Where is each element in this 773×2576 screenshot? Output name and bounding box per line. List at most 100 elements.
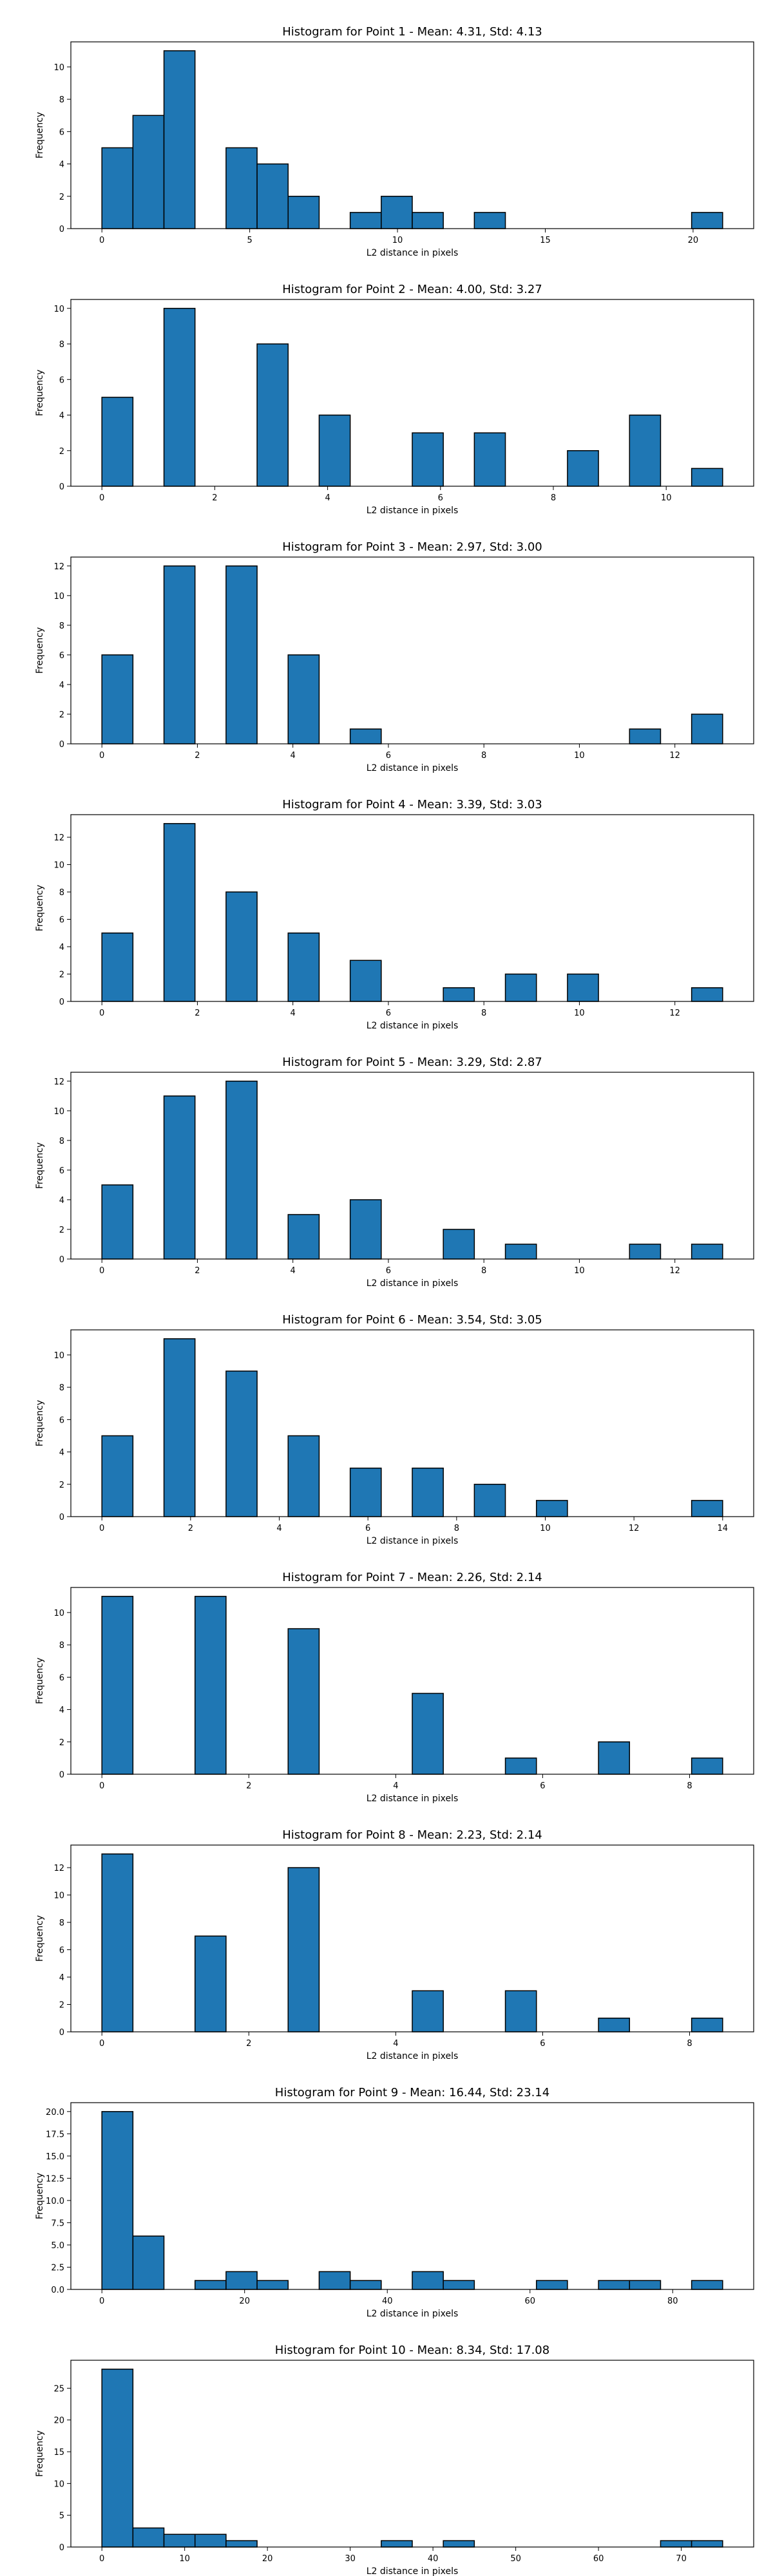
- y-axis-label: Frequency: [35, 1915, 45, 1962]
- chart-title: Histogram for Point 5 - Mean: 3.29, Std:…: [282, 1056, 542, 1069]
- chart-title: Histogram for Point 9 - Mean: 16.44, Std…: [275, 2086, 549, 2099]
- y-tick-label: 2: [59, 2001, 64, 2011]
- x-tick-label: 4: [291, 751, 296, 761]
- y-tick-label: 6: [59, 916, 64, 925]
- axes-frame: [70, 1072, 754, 1260]
- y-tick-label: 17.5: [46, 2130, 64, 2139]
- y-tick-label: 2.5: [51, 2263, 64, 2273]
- chart-title: Histogram for Point 4 - Mean: 3.39, Std:…: [282, 798, 542, 811]
- x-axis-label: L2 distance in pixels: [367, 2566, 459, 2576]
- y-axis-label: Frequency: [35, 2173, 45, 2219]
- histogram-panel-10: Histogram for Point 10 - Mean: 8.34, Std…: [35, 2344, 754, 2576]
- chart-title: Histogram for Point 1 - Mean: 4.31, Std:…: [282, 25, 542, 39]
- histogram-bar: [567, 973, 599, 1002]
- y-tick-label: 0.0: [51, 2286, 64, 2295]
- x-tick-label: 8: [454, 1524, 459, 1533]
- histogram-bar: [349, 2280, 382, 2290]
- x-tick-label: 0: [99, 2554, 104, 2564]
- x-tick-label: 4: [325, 493, 330, 503]
- y-tick-label: 0: [59, 2543, 64, 2553]
- x-tick-label: 4: [291, 1266, 296, 1276]
- y-axis-label: Frequency: [35, 370, 45, 416]
- x-tick-label: 10: [392, 236, 403, 245]
- histogram-panel-4: Histogram for Point 4 - Mean: 3.39, Std:…: [35, 798, 754, 1031]
- histogram-bar: [132, 2527, 165, 2548]
- histogram-bar: [225, 147, 258, 229]
- histogram-bar: [132, 115, 165, 229]
- y-tick-label: 15.0: [46, 2152, 64, 2162]
- chart-title: Histogram for Point 6 - Mean: 3.54, Std:…: [282, 1313, 542, 1327]
- y-tick-label: 2: [59, 1481, 64, 1490]
- y-tick-label: 10: [53, 592, 64, 601]
- x-tick-label: 2: [188, 1524, 193, 1533]
- y-tick-label: 12: [53, 562, 64, 572]
- y-tick-label: 6: [59, 1416, 64, 1425]
- histogram-bar: [287, 1867, 320, 2032]
- histogram-bar: [101, 654, 134, 744]
- histogram-bar: [349, 728, 382, 744]
- histogram-bar: [443, 2540, 475, 2548]
- y-tick-label: 8: [59, 888, 64, 898]
- y-tick-label: 10.0: [46, 2197, 64, 2206]
- y-tick-label: 2: [59, 710, 64, 720]
- x-tick-label: 50: [510, 2554, 521, 2564]
- x-tick-label: 0: [99, 236, 104, 245]
- y-tick-label: 10: [53, 1891, 64, 1901]
- y-axis-label: Frequency: [35, 1658, 45, 1704]
- histogram-bar: [660, 2540, 692, 2548]
- histogram-bar: [101, 1853, 134, 2032]
- y-tick-label: 12: [53, 833, 64, 843]
- histogram-bar: [225, 1370, 258, 1517]
- histogram-bar: [412, 1990, 444, 2032]
- histogram-panel-7: Histogram for Point 7 - Mean: 2.26, Std:…: [35, 1571, 754, 1804]
- histogram-bar: [691, 2280, 723, 2290]
- histogram-bar: [349, 1467, 382, 1517]
- x-tick-label: 6: [438, 493, 443, 503]
- y-tick-label: 0: [59, 1770, 64, 1780]
- x-tick-label: 2: [246, 1781, 251, 1791]
- y-tick-label: 2: [59, 971, 64, 980]
- x-tick-label: 10: [574, 751, 585, 761]
- x-tick-label: 12: [669, 751, 680, 761]
- histogram-bar: [287, 1628, 320, 1775]
- histogram-bar: [412, 1467, 444, 1517]
- histogram-bar: [691, 1244, 723, 1260]
- x-tick-label: 20: [688, 236, 699, 245]
- x-axis-label: L2 distance in pixels: [367, 2051, 459, 2061]
- axes-frame: [70, 814, 754, 1002]
- histogram-bar: [381, 196, 413, 229]
- histogram-bar: [101, 397, 134, 487]
- histogram-bar: [101, 2369, 134, 2548]
- histogram-bar: [194, 2280, 227, 2290]
- x-tick-label: 30: [345, 2554, 356, 2564]
- x-tick-label: 2: [195, 751, 200, 761]
- histogram-bar: [443, 987, 475, 1002]
- y-tick-label: 4: [59, 1448, 64, 1458]
- y-tick-label: 12: [53, 1864, 64, 1873]
- x-tick-label: 8: [687, 2039, 692, 2049]
- chart-title: Histogram for Point 10 - Mean: 8.34, Std…: [275, 2344, 549, 2357]
- histogram-bar: [412, 432, 444, 487]
- histogram-panel-5: Histogram for Point 5 - Mean: 3.29, Std:…: [35, 1056, 754, 1289]
- y-tick-label: 0: [59, 740, 64, 750]
- x-tick-label: 80: [667, 2297, 678, 2306]
- x-tick-label: 10: [540, 1524, 551, 1533]
- y-tick-label: 6: [59, 1166, 64, 1176]
- y-tick-label: 0: [59, 1513, 64, 1522]
- y-tick-label: 0: [59, 225, 64, 234]
- histogram-bar: [504, 973, 537, 1002]
- histogram-bar: [287, 1435, 320, 1517]
- histogram-bar: [443, 2280, 475, 2290]
- y-tick-label: 10: [53, 1351, 64, 1361]
- histogram-bar: [194, 1596, 227, 1775]
- histogram-bar: [504, 1990, 537, 2032]
- x-tick-label: 0: [99, 2039, 104, 2049]
- y-tick-label: 2: [59, 1226, 64, 1235]
- histogram-panel-8: Histogram for Point 8 - Mean: 2.23, Std:…: [35, 1828, 754, 2061]
- histogram-bar: [163, 1095, 196, 1260]
- histogram-panel-2: Histogram for Point 2 - Mean: 4.00, Std:…: [35, 283, 754, 516]
- y-tick-label: 12.5: [46, 2174, 64, 2184]
- histogram-bar: [287, 196, 320, 229]
- histogram-bar: [101, 1596, 134, 1775]
